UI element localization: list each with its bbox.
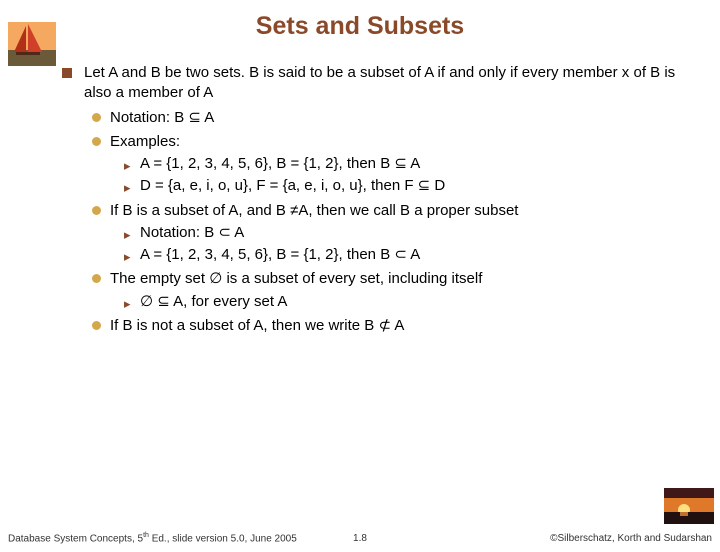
sub-bullet-proper: If B is a subset of A, and B ≠A, then we… xyxy=(62,201,680,221)
footer-left-post: Ed., slide version 5.0, June 2005 xyxy=(149,533,297,544)
arrow-icon: ▸ xyxy=(124,179,131,197)
bullet-text: If B is not a subset of A, then we write… xyxy=(110,317,404,334)
emptyset-item: ▸ ∅ ⊆ A, for every set A xyxy=(62,292,680,312)
footer-copyright: ©Silberschatz, Korth and Sudarshan xyxy=(550,533,712,544)
example-text: A = {1, 2, 3, 4, 5, 6}, B = {1, 2}, then… xyxy=(140,246,420,263)
example-item: ▸ D = {a, e, i, o, u}, F = {a, e, i, o, … xyxy=(62,176,680,196)
sailboat-logo xyxy=(8,22,56,66)
arrow-icon: ▸ xyxy=(124,295,131,313)
sub-bullet-notation: Notation: B ⊆ A xyxy=(62,108,680,128)
bullet-text: If B is a subset of A, and B ≠A, then we… xyxy=(110,202,518,219)
sunset-logo xyxy=(664,488,714,524)
example-text: A = {1, 2, 3, 4, 5, 6}, B = {1, 2}, then… xyxy=(140,155,420,172)
main-text: Let A and B be two sets. B is said to be… xyxy=(84,64,675,101)
footer-left: Database System Concepts, 5th Ed., slide… xyxy=(8,532,297,544)
bullet-text: Notation: B ⊆ A xyxy=(110,109,214,126)
square-bullet-icon xyxy=(62,68,72,78)
main-bullet: Let A and B be two sets. B is said to be… xyxy=(62,63,680,104)
round-bullet-icon xyxy=(92,274,101,283)
bullet-text: Examples: xyxy=(110,133,180,150)
round-bullet-icon xyxy=(92,206,101,215)
proper-notation: ▸ Notation: B ⊂ A xyxy=(62,223,680,243)
round-bullet-icon xyxy=(92,321,101,330)
slide-title: Sets and Subsets xyxy=(0,12,720,41)
arrow-icon: ▸ xyxy=(124,157,131,175)
arrow-icon: ▸ xyxy=(124,248,131,266)
example-text: D = {a, e, i, o, u}, F = {a, e, i, o, u}… xyxy=(140,177,445,194)
bullet-text: The empty set ∅ is a subset of every set… xyxy=(110,270,482,287)
round-bullet-icon xyxy=(92,113,101,122)
sub-bullet-examples: Examples: xyxy=(62,132,680,152)
arrow-icon: ▸ xyxy=(124,226,131,244)
example-text: Notation: B ⊂ A xyxy=(140,224,244,241)
sub-bullet-notsubset: If B is not a subset of A, then we write… xyxy=(62,316,680,336)
example-text: ∅ ⊆ A, for every set A xyxy=(140,293,287,310)
round-bullet-icon xyxy=(92,137,101,146)
slide-content: Let A and B be two sets. B is said to be… xyxy=(0,63,720,336)
proper-example: ▸ A = {1, 2, 3, 4, 5, 6}, B = {1, 2}, th… xyxy=(62,245,680,265)
footer-left-pre: Database System Concepts, 5 xyxy=(8,533,143,544)
footer-slide-number: 1.8 xyxy=(353,533,367,544)
example-item: ▸ A = {1, 2, 3, 4, 5, 6}, B = {1, 2}, th… xyxy=(62,154,680,174)
sub-bullet-emptyset: The empty set ∅ is a subset of every set… xyxy=(62,269,680,289)
